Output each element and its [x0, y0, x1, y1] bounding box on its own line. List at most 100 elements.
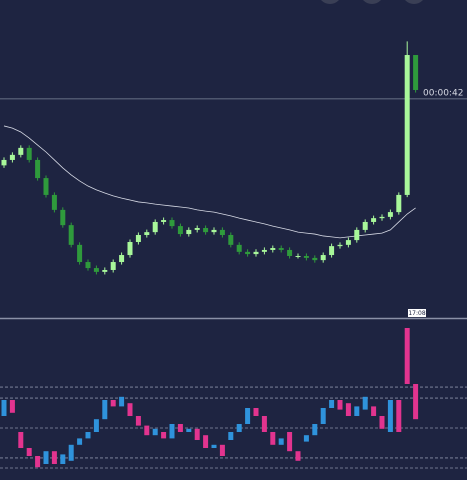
- candle-body: [278, 248, 284, 250]
- indicator-bar: [219, 444, 225, 456]
- indicator-bar: [35, 456, 41, 468]
- candle-body: [413, 55, 419, 90]
- indicator-panel: [0, 328, 467, 469]
- indicator-bar: [177, 424, 183, 432]
- candle-body: [93, 268, 99, 272]
- indicator-bar: [396, 400, 402, 432]
- indicator-bar: [51, 451, 57, 464]
- indicator-bar: [26, 448, 32, 456]
- indicator-bar: [362, 396, 368, 410]
- candle-body: [295, 255, 301, 257]
- indicator-bar: [144, 425, 150, 436]
- candle-body: [35, 159, 41, 179]
- indicator-bar: [211, 444, 217, 448]
- indicator-bar: [9, 400, 15, 413]
- candle-body: [387, 212, 393, 217]
- candle-body: [43, 178, 49, 195]
- indicator-bar: [102, 400, 108, 420]
- indicator-bar: [93, 419, 99, 432]
- candle-body: [219, 229, 225, 236]
- indicator-bar: [18, 432, 24, 448]
- candle-body: [127, 241, 133, 256]
- indicator-bar: [43, 451, 49, 464]
- toolbar-button[interactable]: [402, 0, 426, 4]
- indicator-bar: [228, 432, 234, 440]
- indicator-bar: [320, 408, 326, 424]
- candle-body: [77, 244, 83, 263]
- indicator-bar: [119, 396, 125, 407]
- candle-body: [119, 255, 125, 263]
- toolbar-button[interactable]: [318, 0, 342, 4]
- candle-body: [329, 246, 335, 256]
- candle-body: [60, 209, 66, 226]
- indicator-bar: [169, 424, 175, 439]
- candle-body: [26, 147, 32, 160]
- indicator-bar: [337, 400, 343, 410]
- candle-body: [379, 216, 385, 219]
- candle-body: [85, 262, 91, 269]
- time-label-box: [408, 309, 426, 317]
- candle-body: [261, 249, 267, 252]
- indicator-bar: [287, 432, 293, 452]
- indicator-bar: [127, 403, 133, 416]
- candle-body: [135, 235, 141, 242]
- candle-body: [253, 251, 259, 255]
- indicator-bar: [85, 432, 91, 439]
- candle-body: [245, 251, 251, 255]
- candle-body: [320, 255, 326, 261]
- candle-body: [404, 55, 410, 195]
- time-label: 17:08: [408, 310, 425, 317]
- candle-body: [152, 221, 158, 233]
- toolbar-button[interactable]: [360, 0, 384, 4]
- candle-body: [186, 229, 192, 235]
- moving-average: [3, 125, 416, 239]
- candle-body: [169, 220, 175, 227]
- candle-body: [345, 240, 351, 245]
- candle-body: [303, 255, 309, 258]
- countdown-label: 00:00:42: [423, 88, 463, 98]
- candle-body: [161, 220, 167, 222]
- candle-body: [236, 244, 242, 252]
- indicator-bar: [270, 432, 276, 445]
- indicator-bar: [194, 428, 200, 440]
- candle-body: [354, 229, 360, 241]
- price-panel: 00:00:42: [0, 41, 467, 275]
- indicator-bar: [1, 400, 7, 416]
- candle-body: [51, 194, 57, 210]
- candle-body: [362, 221, 368, 230]
- candle-body: [177, 226, 183, 235]
- candle-body: [144, 232, 150, 236]
- indicator-bar: [60, 454, 66, 464]
- candle-body: [110, 262, 116, 270]
- indicator-bar: [345, 403, 351, 416]
- indicator-bar: [413, 384, 419, 420]
- indicator-bar: [110, 400, 116, 407]
- candle-body: [9, 154, 15, 160]
- candle-body: [1, 159, 7, 166]
- indicator-bar: [387, 400, 393, 432]
- candle-body: [211, 229, 217, 233]
- indicator-bar: [261, 416, 267, 432]
- indicator-bar: [152, 428, 158, 436]
- candle-body: [371, 218, 377, 222]
- candle-body: [287, 249, 293, 256]
- candle-body: [102, 269, 108, 272]
- indicator-bar: [295, 451, 301, 461]
- indicator-bar: [203, 435, 209, 448]
- indicator-bar: [379, 416, 385, 429]
- indicator-bar: [236, 424, 242, 432]
- candle-body: [203, 228, 209, 233]
- candle-body: [312, 257, 318, 261]
- candle-body: [337, 244, 343, 247]
- indicator-bar: [77, 438, 83, 445]
- candle-body: [194, 228, 200, 230]
- indicator-bar: [371, 406, 377, 416]
- candle-body: [228, 235, 234, 245]
- indicator-bar: [303, 435, 309, 442]
- indicator-bar: [68, 444, 74, 461]
- indicator-bar: [186, 428, 192, 432]
- indicator-bar: [312, 424, 318, 436]
- indicator-bar: [253, 408, 259, 416]
- indicator-bar: [278, 438, 284, 445]
